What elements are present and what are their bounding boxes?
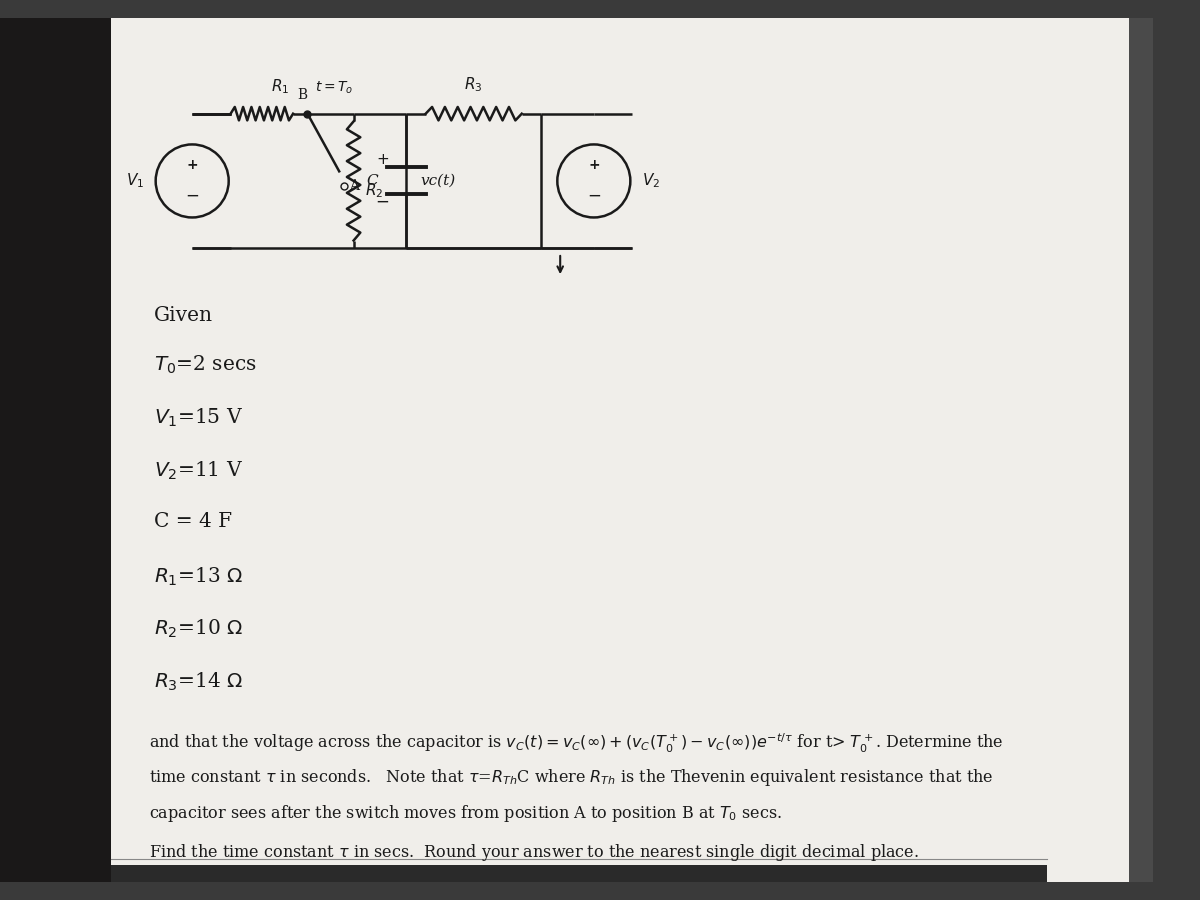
- Text: C: C: [366, 174, 378, 188]
- Text: $R_1$=13 $\Omega$: $R_1$=13 $\Omega$: [154, 565, 242, 588]
- Text: $V_2$=11 V: $V_2$=11 V: [154, 460, 242, 482]
- Bar: [110, 18, 1129, 882]
- Text: $t = T_o$: $t = T_o$: [316, 80, 354, 96]
- Bar: [110, 865, 1048, 882]
- Text: $R_3$: $R_3$: [464, 76, 482, 94]
- Bar: [0, 18, 110, 882]
- Bar: [1048, 18, 1153, 882]
- Text: capacitor sees after the switch moves from position A to position B at $T_0$ sec: capacitor sees after the switch moves fr…: [149, 803, 782, 824]
- Text: and that the voltage across the capacitor is $v_C(t) = v_C(\infty) + (v_C(T_0^+): and that the voltage across the capacito…: [149, 732, 1003, 755]
- Text: $V_1$: $V_1$: [126, 172, 144, 190]
- Text: C = 4 F: C = 4 F: [154, 512, 232, 532]
- Text: vc(t): vc(t): [421, 174, 456, 188]
- Text: $V_1$=15 V: $V_1$=15 V: [154, 407, 242, 429]
- Text: +: +: [588, 158, 600, 172]
- Text: B: B: [298, 88, 307, 103]
- Text: $R_2$=10 $\Omega$: $R_2$=10 $\Omega$: [154, 618, 242, 641]
- Text: time constant $\tau$ in seconds.   Note that $\tau$=$R_{Th}$C where $R_{Th}$ is : time constant $\tau$ in seconds. Note th…: [149, 767, 994, 788]
- Text: $R_3$=14 $\Omega$: $R_3$=14 $\Omega$: [154, 671, 242, 693]
- Text: +: +: [376, 152, 389, 167]
- Text: −: −: [185, 186, 199, 204]
- Text: −: −: [587, 186, 601, 204]
- Text: −: −: [376, 194, 389, 212]
- Text: $V_2$: $V_2$: [642, 172, 660, 190]
- Text: $R_2$: $R_2$: [365, 181, 384, 200]
- Text: $T_0$=2 secs: $T_0$=2 secs: [154, 354, 257, 376]
- Text: A: A: [349, 179, 359, 193]
- Text: Given: Given: [154, 306, 212, 325]
- Text: +: +: [186, 158, 198, 172]
- Text: Find the time constant $\tau$ in secs.  Round your answer to the nearest single : Find the time constant $\tau$ in secs. R…: [149, 842, 919, 863]
- Text: $R_1$: $R_1$: [271, 77, 289, 96]
